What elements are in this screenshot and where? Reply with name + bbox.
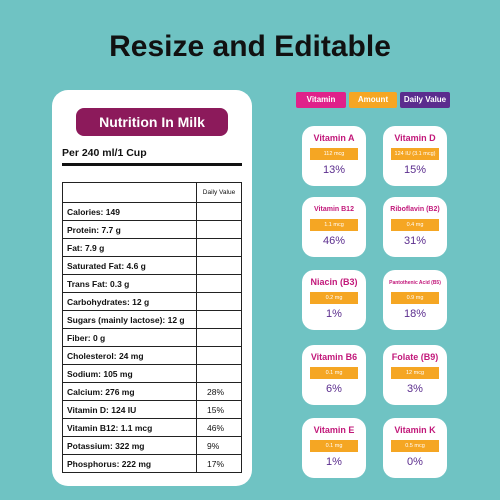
nutrient-name: Vitamin D: 124 IU bbox=[62, 400, 197, 419]
vitamin-card: Vitamin D 124 IU (3.1 mcg) 15% bbox=[383, 126, 447, 186]
daily-value: 17% bbox=[196, 454, 242, 473]
vitamin-percent: 15% bbox=[403, 164, 427, 176]
vitamin-name: Vitamin B6 bbox=[310, 352, 358, 362]
vitamin-card: Vitamin B12 1.1 mcg 46% bbox=[302, 197, 366, 257]
table-row: Fat: 7.9 g bbox=[62, 238, 242, 257]
vitamin-amount: 0.9 mg bbox=[391, 292, 439, 304]
daily-value-header: Daily Value bbox=[196, 182, 242, 203]
nutrient-name: Calcium: 276 mg bbox=[62, 382, 197, 401]
vitamin-amount: 124 IU (3.1 mcg) bbox=[391, 148, 439, 160]
table-row: Fiber: 0 g bbox=[62, 328, 242, 347]
vitamin-percent: 0% bbox=[407, 456, 423, 468]
vitamin-amount: 0.5 mcg bbox=[391, 440, 439, 452]
daily-value bbox=[196, 328, 242, 347]
daily-value bbox=[196, 292, 242, 311]
nutrient-name: Sodium: 105 mg bbox=[62, 364, 197, 383]
vitamin-card: Vitamin K 0.5 mcg 0% bbox=[383, 418, 447, 478]
nutrient-name: Sugars (mainly lactose): 12 g bbox=[62, 310, 197, 329]
table-row: Vitamin B12: 1.1 mcg 46% bbox=[62, 418, 242, 437]
table-row: Calcium: 276 mg 28% bbox=[62, 382, 242, 401]
legend-amount: Amount bbox=[349, 92, 397, 108]
table-row: Protein: 7.7 g bbox=[62, 220, 242, 239]
daily-value bbox=[196, 346, 242, 365]
table-header-blank bbox=[62, 182, 197, 203]
legend-vitamin: Vitamin bbox=[296, 92, 346, 108]
vitamin-amount: 0.2 mg bbox=[310, 292, 358, 304]
vitamin-card: Riboflavin (B2) 0.4 mg 31% bbox=[383, 197, 447, 257]
table-row: Phosphorus: 222 mg 17% bbox=[62, 454, 242, 473]
vitamin-name: Vitamin K bbox=[394, 425, 436, 435]
serving-size: Per 240 ml/1 Cup bbox=[62, 147, 147, 159]
nutrition-card: Nutrition In Milk Per 240 ml/1 Cup Daily… bbox=[52, 90, 252, 486]
divider bbox=[62, 163, 242, 166]
vitamin-name: Pantothenic Acid (B5) bbox=[389, 280, 441, 286]
vitamin-card: Pantothenic Acid (B5) 0.9 mg 18% bbox=[383, 270, 447, 330]
vitamin-amount: 1.1 mcg bbox=[310, 219, 358, 231]
vitamin-name: Vitamin A bbox=[313, 133, 355, 143]
daily-value bbox=[196, 238, 242, 257]
daily-value: 9% bbox=[196, 436, 242, 455]
vitamin-name: Vitamin B12 bbox=[314, 206, 354, 213]
nutrient-name: Potassium: 322 mg bbox=[62, 436, 197, 455]
nutrient-name: Vitamin B12: 1.1 mcg bbox=[62, 418, 197, 437]
vitamin-card: Vitamin B6 0.1 mg 6% bbox=[302, 345, 366, 405]
vitamin-amount: 0.1 mg bbox=[310, 367, 358, 379]
vitamin-name: Folate (B9) bbox=[391, 352, 439, 362]
daily-value: 28% bbox=[196, 382, 242, 401]
nutrient-name: Phosphorus: 222 mg bbox=[62, 454, 197, 473]
table-row: Calories: 149 bbox=[62, 202, 242, 221]
page-title: Resize and Editable bbox=[109, 30, 391, 63]
nutrition-table: Daily Value Calories: 149 Protein: 7.7 g… bbox=[62, 182, 242, 473]
vitamin-name: Riboflavin (B2) bbox=[390, 206, 440, 213]
daily-value bbox=[196, 310, 242, 329]
vitamin-card: Vitamin A 112 mcg 13% bbox=[302, 126, 366, 186]
vitamin-percent: 3% bbox=[407, 383, 423, 395]
vitamin-percent: 6% bbox=[326, 383, 342, 395]
vitamin-card: Niacin (B3) 0.2 mg 1% bbox=[302, 270, 366, 330]
nutrient-name: Cholesterol: 24 mg bbox=[62, 346, 197, 365]
table-row: Trans Fat: 0.3 g bbox=[62, 274, 242, 293]
daily-value bbox=[196, 364, 242, 383]
nutrient-name: Fat: 7.9 g bbox=[62, 238, 197, 257]
vitamin-amount: 12 mcg bbox=[391, 367, 439, 379]
table-row: Saturated Fat: 4.6 g bbox=[62, 256, 242, 275]
vitamin-percent: 31% bbox=[403, 235, 427, 247]
table-row: Vitamin D: 124 IU 15% bbox=[62, 400, 242, 419]
vitamin-card: Vitamin E 0.1 mg 1% bbox=[302, 418, 366, 478]
nutrient-name: Calories: 149 bbox=[62, 202, 197, 221]
vitamin-amount: 112 mcg bbox=[310, 148, 358, 160]
nutrient-name: Trans Fat: 0.3 g bbox=[62, 274, 197, 293]
vitamin-card: Folate (B9) 12 mcg 3% bbox=[383, 345, 447, 405]
nutrient-name: Saturated Fat: 4.6 g bbox=[62, 256, 197, 275]
daily-value bbox=[196, 274, 242, 293]
nutrient-name: Carbohydrates: 12 g bbox=[62, 292, 197, 311]
table-row: Carbohydrates: 12 g bbox=[62, 292, 242, 311]
vitamin-name: Vitamin E bbox=[313, 425, 355, 435]
legend-daily-value: Daily Value bbox=[400, 92, 450, 108]
table-row: Sodium: 105 mg bbox=[62, 364, 242, 383]
vitamin-amount: 0.4 mg bbox=[391, 219, 439, 231]
table-row: Potassium: 322 mg 9% bbox=[62, 436, 242, 455]
vitamin-name: Niacin (B3) bbox=[310, 277, 358, 287]
vitamin-percent: 1% bbox=[326, 308, 342, 320]
daily-value bbox=[196, 202, 242, 221]
table-row: Cholesterol: 24 mg bbox=[62, 346, 242, 365]
nutrient-name: Fiber: 0 g bbox=[62, 328, 197, 347]
nutrient-name: Protein: 7.7 g bbox=[62, 220, 197, 239]
vitamin-percent: 18% bbox=[403, 308, 427, 320]
vitamin-percent: 46% bbox=[322, 235, 346, 247]
card-title: Nutrition In Milk bbox=[76, 108, 228, 136]
daily-value bbox=[196, 220, 242, 239]
vitamin-percent: 1% bbox=[326, 456, 342, 468]
daily-value: 15% bbox=[196, 400, 242, 419]
vitamin-name: Vitamin D bbox=[394, 133, 436, 143]
daily-value: 46% bbox=[196, 418, 242, 437]
daily-value bbox=[196, 256, 242, 275]
table-header-row: Daily Value bbox=[62, 182, 242, 203]
vitamin-percent: 13% bbox=[322, 164, 346, 176]
vitamin-amount: 0.1 mg bbox=[310, 440, 358, 452]
table-row: Sugars (mainly lactose): 12 g bbox=[62, 310, 242, 329]
